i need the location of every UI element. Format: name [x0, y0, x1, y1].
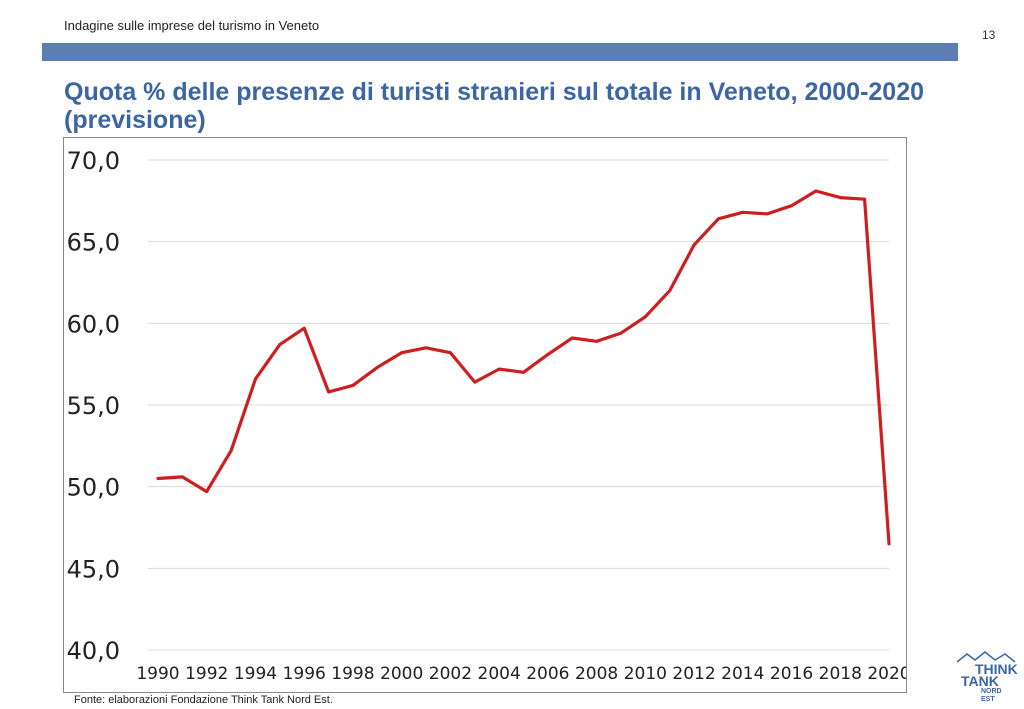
data-point — [595, 340, 598, 343]
y-tick-label: 60,0 — [67, 310, 120, 338]
data-point — [790, 204, 793, 207]
data-point — [571, 336, 574, 340]
data-point — [546, 353, 550, 356]
data-point — [814, 189, 818, 193]
data-point — [351, 384, 355, 387]
mountain-icon — [956, 651, 1016, 663]
data-point — [473, 380, 476, 384]
data-point — [887, 542, 891, 546]
x-tick-label: 2006 — [526, 664, 569, 684]
data-point — [376, 366, 379, 369]
y-tick-label: 55,0 — [67, 392, 120, 420]
data-point — [400, 351, 403, 354]
data-point — [863, 198, 866, 201]
y-tick-label: 65,0 — [67, 229, 120, 257]
logo-nord-est: NORD EST — [981, 688, 1002, 703]
y-tick-label: 40,0 — [67, 637, 120, 665]
data-point — [839, 196, 842, 199]
x-tick-label: 2020 — [867, 664, 906, 684]
data-point — [497, 367, 501, 371]
data-point — [449, 351, 452, 354]
x-tick-label: 1998 — [331, 664, 374, 684]
data-point — [254, 377, 257, 381]
x-tick-label: 1996 — [283, 664, 326, 684]
header-bar — [42, 43, 958, 61]
x-tick-label: 2002 — [429, 664, 472, 684]
data-point — [424, 346, 428, 350]
data-point — [181, 475, 184, 479]
data-point — [278, 343, 282, 346]
logo-tank: TANK — [961, 673, 999, 689]
x-tick-label: 2016 — [770, 664, 813, 684]
data-point — [765, 212, 769, 216]
x-tick-label: 2004 — [478, 664, 521, 684]
series-line — [156, 189, 891, 546]
x-tick-label: 2010 — [624, 664, 667, 684]
x-tick-label: 1994 — [234, 664, 277, 684]
data-point — [692, 243, 696, 247]
x-tick-label: 2000 — [380, 664, 423, 684]
data-point — [205, 490, 208, 493]
x-tick-label: 2014 — [721, 664, 764, 684]
chart-title: Quota % delle presenze di turisti strani… — [64, 78, 925, 134]
data-point — [741, 211, 744, 214]
page-number: 13 — [982, 28, 996, 42]
think-tank-logo: THINK TANK NORD EST — [955, 650, 1018, 703]
data-point — [717, 217, 720, 220]
data-point — [303, 327, 306, 330]
data-point — [327, 390, 330, 394]
y-tick-label: 45,0 — [67, 555, 120, 583]
data-point — [229, 449, 233, 452]
x-tick-label: 2008 — [575, 664, 618, 684]
chart-frame: 40,0 45,0 50,0 55,0 60,0 65,0 70,0 1990 1992 1994… — [63, 137, 907, 693]
logo-think: THINK — [975, 661, 1018, 677]
header-text: Indagine sulle imprese del turismo in Ve… — [64, 18, 320, 33]
data-point — [644, 315, 647, 318]
source-note: Fonte: elaborazioni Fondazione Think Tan… — [74, 694, 333, 706]
y-tick-label: 50,0 — [67, 474, 120, 502]
x-tick-label: 2018 — [819, 664, 862, 684]
data-point — [522, 371, 525, 374]
x-tick-label: 2012 — [672, 664, 715, 684]
x-tick-label: 1992 — [185, 664, 228, 684]
data-point — [619, 331, 623, 335]
data-point — [156, 477, 160, 480]
y-tick-label: 70,0 — [67, 147, 120, 175]
line-chart: 40,0 45,0 50,0 55,0 60,0 65,0 70,0 1990 1992 1994… — [67, 147, 906, 684]
x-tick-label: 1990 — [136, 664, 179, 684]
data-point — [668, 289, 671, 292]
